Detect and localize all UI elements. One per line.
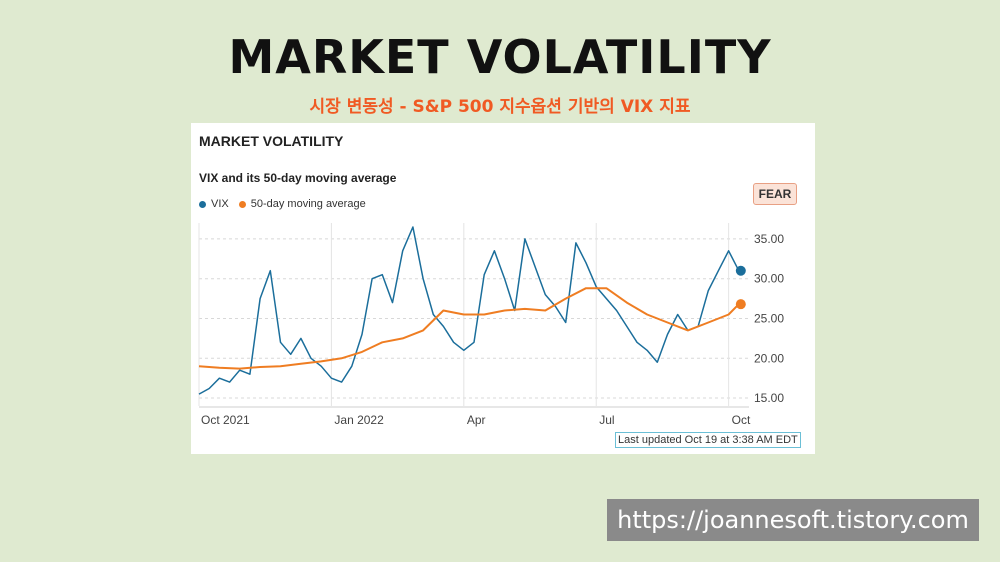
last-updated: Last updated Oct 19 at 3:38 AM EDT [615,432,801,448]
legend-item-vix: VIX [199,198,229,210]
legend-label-ma: 50-day moving average [250,198,366,210]
vix-line [198,226,740,395]
slide-title: MARKET VOLATILITY [228,30,772,84]
x-tick-label: Oct [732,413,751,427]
legend-label-vix: VIX [211,198,229,210]
vix-end-marker [735,265,746,276]
card-title: MARKET VOLATILITY [199,133,344,149]
ma-end-marker [735,299,746,310]
watermark-url[interactable]: https://joannesoft.tistory.com [607,499,979,541]
legend-dot-ma-icon [238,200,246,208]
chart-subtitle: VIX and its 50-day moving average [199,171,397,185]
y-tick-label: 35.00 [754,232,784,246]
y-tick-label: 30.00 [754,272,784,286]
x-tick-label: Oct 2021 [201,413,250,427]
ma-line [198,287,740,370]
chart-plot: 15.00 20.00 25.00 30.00 35.00 Oct 2021 Jan 202… [198,223,784,427]
y-tick-label: 15.00 [754,391,784,405]
legend-item-ma: 50-day moving average [238,198,366,210]
x-tick-label: Apr [467,413,486,427]
x-tick-label: Jan 2022 [334,413,384,427]
y-tick-label: 20.00 [754,351,784,365]
fear-badge: FEAR [753,183,797,205]
y-tick-label: 25.00 [754,311,784,325]
x-tick-label: Jul [599,413,614,427]
chart-legend: VIX 50-day moving average [199,198,366,210]
chart-card: MARKET VOLATILITY VIX and its 50-day mov… [191,123,815,454]
slide-subtitle: 시장 변동성 - S&P 500 지수옵션 기반의 VIX 지표 [309,97,691,117]
legend-dot-vix-icon [199,200,206,208]
